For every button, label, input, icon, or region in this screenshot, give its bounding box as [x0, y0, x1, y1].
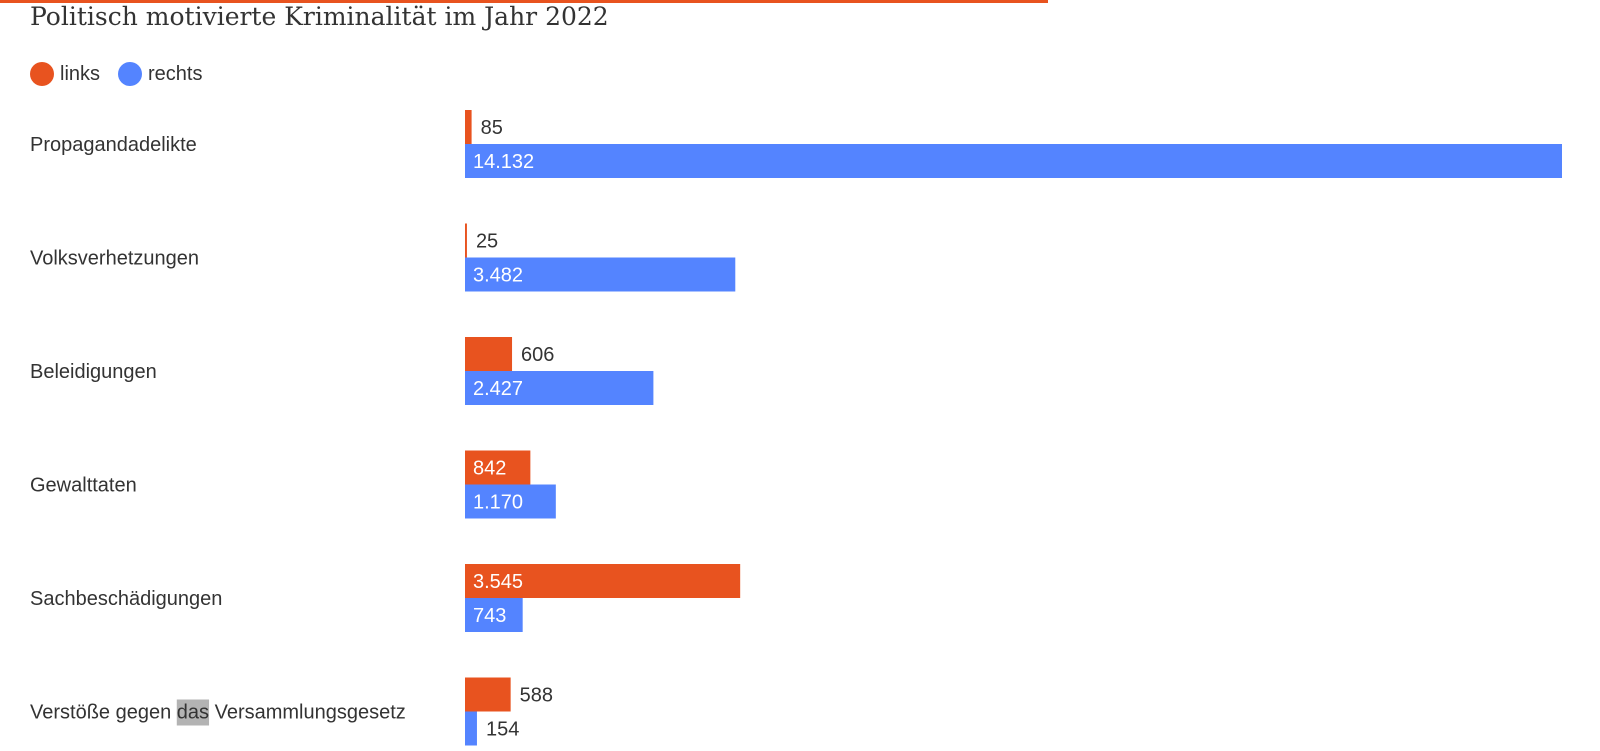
- legend-label-links: links: [60, 62, 101, 85]
- legend-label-rechts: rechts: [148, 62, 203, 85]
- data-label-links: 588: [520, 685, 553, 707]
- category-label: Gewalttaten: [30, 475, 137, 497]
- bar-links: [465, 337, 513, 371]
- data-label-rechts: 1.170: [473, 492, 523, 514]
- highlight-box: [176, 699, 210, 726]
- highlighted-word: das: [177, 702, 209, 724]
- data-label-links: 85: [481, 117, 503, 139]
- data-label-links: 3.545: [473, 571, 523, 593]
- legend-dot-links: [30, 62, 54, 86]
- bar-links: [465, 564, 741, 598]
- data-label-rechts: 3.482: [473, 265, 523, 287]
- bar-links: [465, 677, 511, 712]
- bar-rechts: [465, 257, 736, 292]
- data-label-rechts: 154: [486, 719, 519, 741]
- legend-item-links: links: [30, 62, 100, 86]
- data-label-rechts: 743: [473, 605, 506, 627]
- chart-title: Politisch motivierte Kriminalität im Jah…: [30, 2, 609, 31]
- bar-links: [465, 223, 467, 258]
- bar-links: [465, 450, 531, 485]
- data-label-links: 842: [473, 458, 506, 480]
- data-label-links: 606: [521, 344, 554, 366]
- data-label-rechts: 14.132: [473, 151, 534, 173]
- bar-rechts: [465, 371, 654, 405]
- data-label-links: 25: [476, 231, 498, 253]
- data-label-rechts: 2.427: [473, 378, 523, 400]
- category-label: Verstöße gegen das Versammlungsgesetz: [30, 702, 406, 724]
- category-label: Beleidigungen: [30, 361, 157, 383]
- bar-rechts: [465, 711, 477, 746]
- top-accent-rule: [0, 0, 1048, 3]
- bar-links: [465, 110, 472, 144]
- bar-rechts: [465, 598, 523, 632]
- bar-rechts: [465, 484, 556, 519]
- bar-rechts: [465, 144, 1562, 178]
- category-label: Propagandadelikte: [30, 134, 197, 156]
- category-label: Sachbeschädigungen: [30, 588, 222, 610]
- legend: links rechts: [30, 62, 220, 86]
- legend-dot-rechts: [118, 62, 143, 86]
- category-label: Volksverhetzungen: [30, 248, 199, 270]
- legend-item-rechts: rechts: [118, 62, 202, 86]
